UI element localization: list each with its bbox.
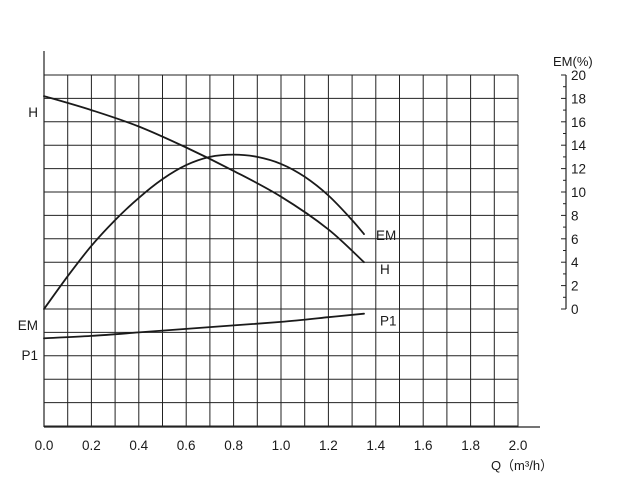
left-axis-mark-h: H — [28, 105, 38, 120]
right-tick-label: 0 — [571, 302, 579, 317]
right-axis-title: EM(%) — [553, 54, 593, 69]
series-p1-line — [43, 312, 365, 340]
x-tick-label: 1.0 — [272, 438, 291, 453]
right-tick-label: 14 — [571, 138, 587, 153]
x-tick-label: 1.2 — [319, 438, 338, 453]
x-tick-label: 1.4 — [366, 438, 385, 453]
x-tick-label: 0.6 — [177, 438, 196, 453]
series-p1-label: P1 — [380, 314, 397, 329]
x-tick-label: 0.4 — [129, 438, 148, 453]
right-tick-label: 12 — [571, 162, 586, 177]
x-tick-label: 0.8 — [224, 438, 243, 453]
series-h-label: H — [380, 262, 390, 277]
x-tick-label: 0.0 — [35, 438, 54, 453]
right-tick-label: 8 — [571, 208, 579, 223]
x-tick-label: 1.6 — [414, 438, 433, 453]
series-em-label: EM — [376, 228, 396, 243]
right-tick-label: 18 — [571, 91, 586, 106]
right-tick-label: 20 — [571, 68, 586, 83]
axes — [43, 51, 567, 428]
right-tick-label: 10 — [571, 185, 586, 200]
curves — [43, 95, 365, 340]
left-axis-mark-p1: P1 — [21, 348, 38, 363]
x-tick-label: 0.2 — [82, 438, 101, 453]
x-tick-label: 1.8 — [461, 438, 480, 453]
left-axis-mark-em: EM — [18, 318, 38, 333]
x-axis-title: Q（m³/h） — [491, 458, 553, 473]
right-tick-label: 6 — [571, 232, 579, 247]
x-tick-label: 2.0 — [509, 438, 528, 453]
right-tick-label: 16 — [571, 115, 586, 130]
labels: 0.0 0.2 0.4 0.6 0.8 1.0 1.2 1.4 1.6 1.8 2.0 Q（m³/h）… — [18, 54, 593, 473]
series-em-line — [43, 153, 365, 310]
right-tick-label: 4 — [571, 255, 579, 270]
series-h-line — [43, 95, 365, 264]
grid — [44, 74, 519, 427]
right-tick-label: 2 — [571, 279, 579, 294]
